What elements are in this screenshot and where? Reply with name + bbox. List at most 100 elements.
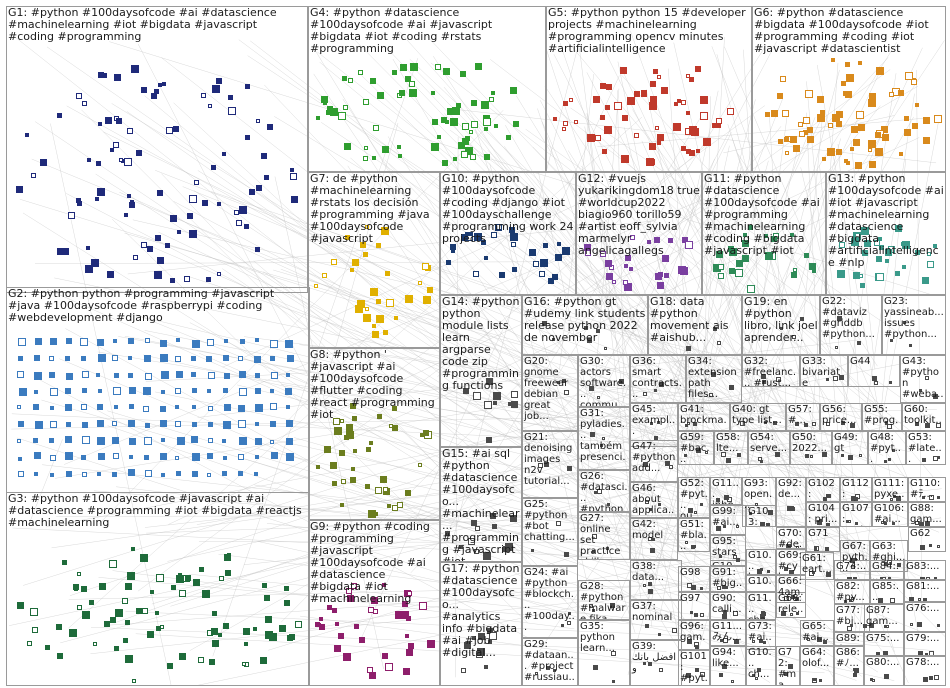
graph-node [532,261,539,268]
graph-node [254,471,259,476]
group-g68: G68: rele... [776,592,806,618]
graph-node [96,436,105,445]
group-g24: G24: #ai #python #blockch... #100day... [522,566,578,638]
graph-node [909,597,915,601]
graph-node [101,73,107,79]
edge-line [659,151,751,617]
graph-node [192,387,198,393]
graph-node [228,94,234,100]
graph-node [754,677,758,681]
edge-line [137,43,345,447]
graph-node [159,420,167,428]
graph-node [722,525,726,529]
graph-node [765,111,771,117]
graph-node [76,93,83,100]
graph-node [123,638,129,644]
group-label: G18: data #python movement ais #aishub..… [650,295,733,344]
graph-node [668,464,673,469]
graph-node [934,115,943,124]
graph-node [97,404,104,411]
graph-node [256,119,261,124]
graph-node [857,124,865,132]
graph-node [799,130,806,137]
graph-node [239,205,248,214]
group-nodes [835,581,869,603]
graph-node [179,590,187,598]
graph-node [238,436,247,445]
graph-node [821,452,827,458]
group-g58: G58: lte... [714,431,748,465]
graph-node [104,620,111,627]
graph-node [243,641,248,646]
graph-node [852,272,860,279]
group-nodes [679,478,709,517]
graph-node [107,270,115,278]
graph-node [868,160,876,168]
graph-node [853,577,858,579]
graph-node [136,607,143,614]
edge-line [358,75,620,644]
graph-node [926,251,931,256]
group-nodes [679,432,713,464]
graph-node [852,139,860,147]
graph-node [587,337,593,343]
edge-line [113,355,870,624]
graph-node [17,438,22,443]
graph-node [592,609,596,613]
graph-node [362,251,368,257]
group-label: G92: de... [778,478,806,500]
group-label: G19: en #python libro, link joel aprende… [744,295,818,344]
graph-node [50,454,57,461]
graph-node [809,454,813,458]
graph-node [200,92,206,98]
graph-node [728,267,735,274]
group-label: G10... 456... [712,561,744,565]
graph-node [65,356,71,362]
graph-node [544,461,550,467]
edge-line [503,146,891,663]
graph-node [322,100,327,105]
graph-node [488,96,494,102]
graph-node [375,243,381,249]
edge-line [59,358,790,664]
graph-node [405,615,411,621]
group-label: G76:... [906,603,940,614]
graph-node [761,374,767,380]
graph-node [33,371,42,380]
group-nodes [579,513,629,559]
graph-node [790,594,795,599]
edge-line [11,413,834,452]
graph-node [381,226,390,235]
graph-node [653,69,659,75]
group-nodes [747,550,775,574]
edge-line [342,98,699,641]
graph-node [347,594,355,602]
graph-node [176,371,184,379]
group-label: G55: #prog... [864,404,899,430]
graph-node [31,626,38,633]
group-label: G39: افضل بانك و [632,641,680,674]
graph-node [34,389,39,394]
graph-node [360,241,366,248]
group-label: G110: #ﾃ... [910,478,944,500]
graph-node [149,589,154,594]
graph-node [685,241,694,250]
graph-node [676,99,681,104]
graph-node [191,470,198,477]
group-nodes [835,605,869,631]
graph-node [127,193,132,198]
graph-node [898,89,905,96]
graph-node [876,67,885,76]
graph-node [337,632,344,639]
edge-line [687,99,756,363]
graph-node [846,625,852,631]
graph-node [767,569,771,573]
graph-node [826,522,831,526]
graph-node [186,212,193,219]
graph-node [357,299,366,308]
graph-node [370,77,377,84]
group-label: G44 [850,356,871,367]
graph-node [796,546,800,548]
graph-node [591,533,597,539]
group-nodes [631,601,681,639]
